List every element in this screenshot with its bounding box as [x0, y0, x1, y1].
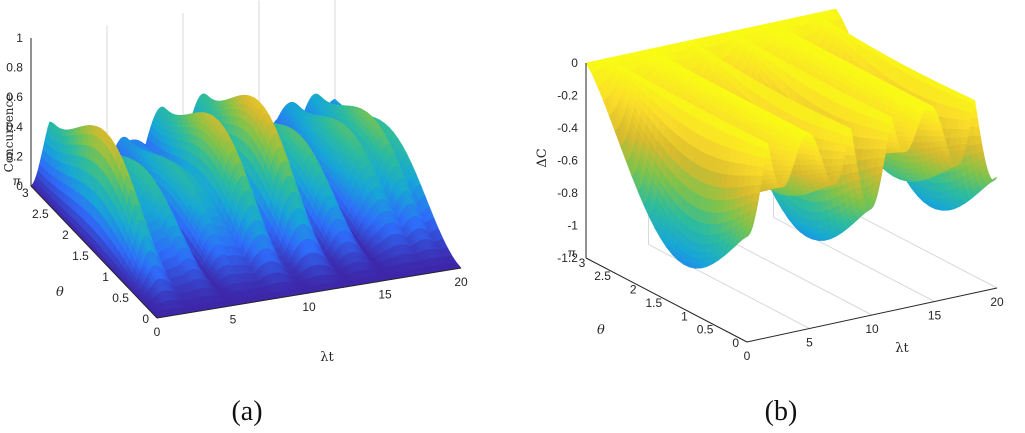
- panel-a-surface: [30, 93, 462, 319]
